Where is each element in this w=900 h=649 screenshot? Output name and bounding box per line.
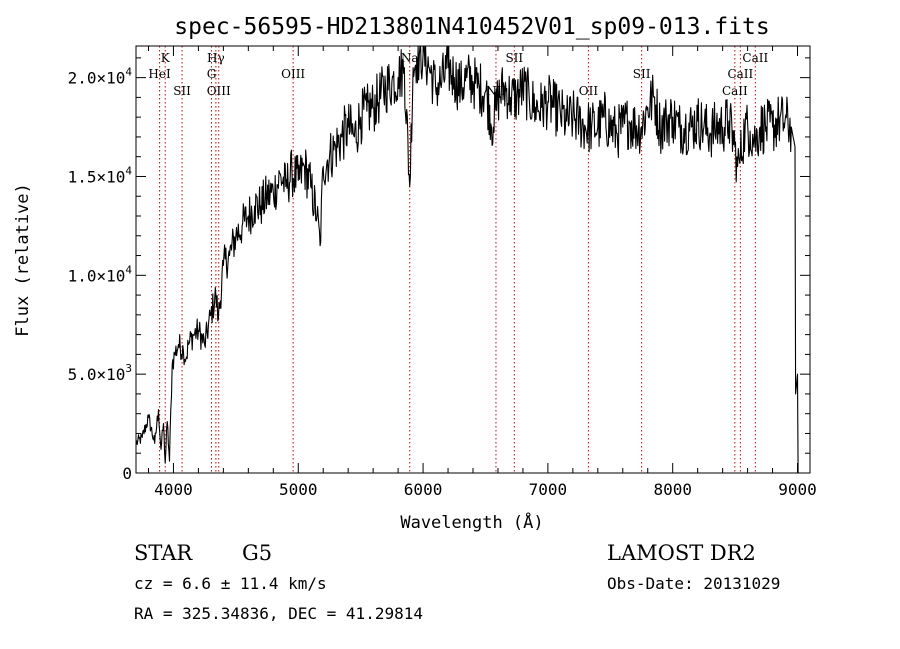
plot-frame <box>135 45 811 474</box>
line-marker-label: OII <box>579 84 599 98</box>
y-axis-label: Flux (relative) <box>13 183 33 337</box>
y-tick-mantissa: 1.5×10 <box>68 167 126 186</box>
line-marker-label: G <box>207 67 217 81</box>
y-tick-mantissa: 5.0×10 <box>68 365 126 384</box>
redshift-line: cz = 6.6 ± 11.4 km/s <box>134 574 327 593</box>
object-subclass: G5 <box>242 541 272 565</box>
y-tick-exponent: 4 <box>125 263 132 276</box>
x-tick-label: 8000 <box>653 480 692 499</box>
line-marker-label: SII <box>505 51 523 65</box>
y-tick-label: 1.0×104 <box>68 263 133 285</box>
x-tick-label: 4000 <box>154 480 193 499</box>
y-tick-mantissa: 2.0×10 <box>68 69 126 88</box>
line-marker-label: Na <box>401 51 419 65</box>
y-tick-label: 0 <box>122 464 132 483</box>
line-marker-label: CaII <box>727 67 753 81</box>
line-marker-label: OIII <box>207 84 231 98</box>
spectrum-line <box>135 45 799 474</box>
line-marker-label: Hγ <box>207 51 225 65</box>
x-tick-label: 9000 <box>778 480 817 499</box>
x-axis-ticks: 4000 5000 6000 7000 8000 9000 <box>147 46 817 499</box>
x-tick-label: 6000 <box>404 480 443 499</box>
line-marker-label: CaII <box>722 84 748 98</box>
line-marker-label: OIII <box>281 67 305 81</box>
y-tick-exponent: 4 <box>125 164 132 177</box>
coordinates: RA = 325.34836, DEC = 41.29814 <box>134 604 423 623</box>
line-marker-label: CaII <box>742 51 768 65</box>
chart-title: spec-56595-HD213801N410452V01_sp09-013.f… <box>174 14 769 40</box>
x-tick-label: 7000 <box>529 480 568 499</box>
y-tick-label: 5.0×103 <box>68 362 132 384</box>
line-marker-label: SII <box>173 84 191 98</box>
line-marker-label: HeI <box>148 67 171 81</box>
survey-name: LAMOST DR2 <box>607 541 756 565</box>
x-tick-label: 5000 <box>279 480 318 499</box>
line-marker-label: K <box>161 51 171 65</box>
y-tick-mantissa: 0 <box>122 464 132 483</box>
y-tick-exponent: 3 <box>125 362 132 375</box>
obs-date: Obs-Date: 20131029 <box>607 574 780 593</box>
y-tick-label: 1.5×104 <box>68 164 133 186</box>
line-marker-label: SII <box>633 67 651 81</box>
y-tick-mantissa: 1.0×10 <box>68 266 126 285</box>
object-class: STAR <box>134 541 193 565</box>
x-axis-label: Wavelength (Å) <box>400 511 543 533</box>
y-tick-exponent: 4 <box>125 66 132 79</box>
y-tick-label: 2.0×104 <box>68 66 133 88</box>
